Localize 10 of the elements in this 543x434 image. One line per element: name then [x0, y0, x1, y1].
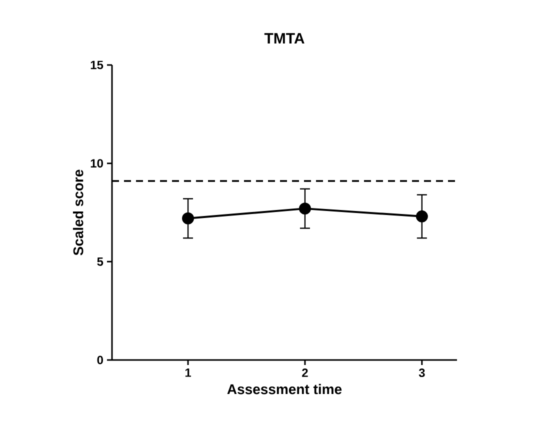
chart-title: TMTA — [264, 33, 304, 44]
x-tick-label: 2 — [302, 368, 308, 377]
y-tick-label: 0 — [97, 356, 103, 364]
x-tick-label: 3 — [418, 368, 425, 378]
y-axis-title: Scaled score — [72, 170, 84, 256]
y-tick-label: 15 — [90, 60, 104, 70]
x-axis-title: Assessment time — [227, 384, 342, 394]
x-tick-label: 1 — [185, 368, 192, 377]
y-tick-label: 10 — [90, 159, 103, 168]
y-tick-label: 5 — [97, 257, 104, 266]
